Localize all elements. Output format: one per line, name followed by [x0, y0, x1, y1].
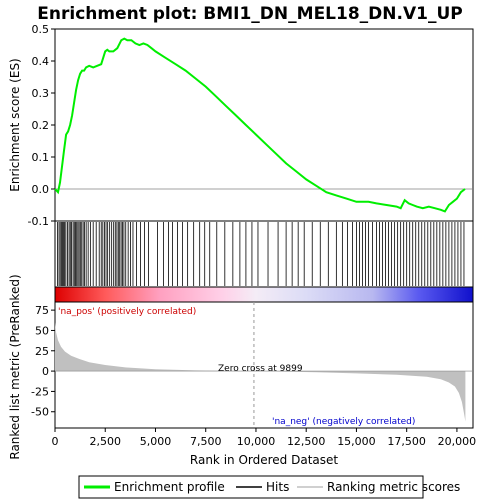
x-tick-label: 20,000 — [438, 435, 477, 448]
es-y-tick-label: 0.5 — [32, 23, 50, 36]
es-y-tick-label: 0.1 — [32, 151, 50, 164]
metric-y-tick-label: 75 — [35, 304, 49, 317]
metric-y-tick-label: 50 — [35, 324, 49, 337]
es-y-tick-label: 0.0 — [32, 183, 50, 196]
metric-y-tick-label: 25 — [35, 345, 49, 358]
metric-y-tick-label: -50 — [31, 406, 49, 419]
x-tick-label: 5,000 — [140, 435, 172, 448]
x-axis-ticks: 0 2,500 5,000 7,500 10,000 12,500 15,000 17,500… — [52, 428, 477, 448]
es-y-tick-label: -0.1 — [28, 215, 49, 228]
es-panel: 0.5 0.4 0.3 0.2 0.1 0.0 -0.1 Enrichment score … — [8, 23, 473, 228]
es-y-tick-label: 0.3 — [32, 87, 50, 100]
x-axis-label: Rank in Ordered Dataset — [190, 453, 338, 467]
es-y-tick-label: 0.4 — [32, 55, 50, 68]
neg-correlation-label: 'na_neg' (negatively correlated) — [272, 417, 415, 427]
hits-frame — [55, 221, 473, 287]
legend-hits-label: Hits — [266, 480, 289, 494]
heat-strip-bar — [55, 287, 473, 302]
metric-y-tick-label: 0 — [42, 365, 49, 378]
es-y-axis-label: Enrichment score (ES) — [8, 58, 22, 191]
metric-y-ticks: 75 50 25 0 -25 -50 — [31, 304, 55, 419]
metric-y-tick-label: -25 — [31, 385, 49, 398]
legend-profile-label: Enrichment profile — [114, 480, 225, 494]
chart-title: Enrichment plot: BMI1_DN_MEL18_DN.V1_UP — [37, 4, 462, 24]
legend-metric-label: Ranking metric scores — [327, 480, 460, 494]
x-tick-label: 17,500 — [387, 435, 426, 448]
x-tick-label: 12,500 — [287, 435, 326, 448]
es-plot-frame — [55, 29, 473, 221]
zero-cross-label: Zero cross at 9899 — [218, 364, 303, 374]
x-tick-label: 7,500 — [190, 435, 222, 448]
es-y-ticks: 0.5 0.4 0.3 0.2 0.1 0.0 -0.1 — [28, 23, 55, 228]
rank-heat-strip — [55, 287, 473, 302]
hits-panel — [55, 221, 473, 287]
legend: Enrichment profile Hits Ranking metric s… — [79, 476, 460, 498]
es-y-tick-label: 0.2 — [32, 119, 50, 132]
x-tick-label: 0 — [52, 435, 59, 448]
pos-correlation-label: 'na_pos' (positively correlated) — [58, 307, 196, 317]
x-tick-label: 10,000 — [237, 435, 276, 448]
metric-y-axis-label: Ranked list metric (PreRanked) — [8, 274, 22, 459]
x-tick-label: 15,000 — [337, 435, 376, 448]
x-tick-label: 2,500 — [89, 435, 121, 448]
rank-metric-panel: 75 50 25 0 -25 -50 0 2,500 5,000 7,500 10,000 12,5… — [8, 274, 476, 467]
